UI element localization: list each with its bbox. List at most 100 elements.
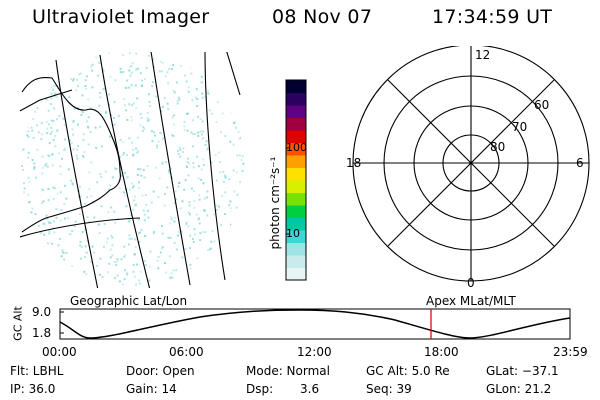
uv-dot (172, 64, 174, 67)
uv-dot (187, 112, 190, 115)
uv-dot (201, 81, 204, 84)
uv-dot (67, 168, 70, 171)
uv-dot (50, 103, 52, 106)
uv-dot (140, 116, 143, 119)
uv-dot (61, 50, 64, 53)
uv-dot (135, 68, 138, 71)
uv-dot (77, 73, 80, 76)
uv-dot (44, 53, 47, 56)
uv-dot (39, 55, 42, 57)
uv-dot (203, 197, 206, 200)
uv-dot (91, 86, 94, 89)
uv-dot (54, 51, 57, 54)
uv-dot (40, 122, 43, 124)
uv-dot (152, 232, 155, 235)
uv-dot (174, 190, 177, 193)
uv-dot (84, 85, 87, 88)
uv-dot (59, 165, 62, 168)
uv-dot (53, 187, 56, 190)
uv-dot (110, 113, 113, 116)
uv-dot (189, 247, 191, 250)
uv-dot (55, 254, 58, 257)
uv-dot (132, 263, 135, 266)
uv-dot (22, 199, 25, 202)
uv-dot (207, 92, 210, 95)
uv-dot (114, 261, 117, 263)
uv-dot (173, 114, 175, 117)
uv-dot (207, 89, 209, 92)
colorbar-band (286, 192, 306, 206)
uv-dot (194, 279, 197, 282)
uv-dot (125, 205, 128, 208)
uv-dot (115, 167, 118, 170)
uv-dot (26, 126, 29, 129)
uv-dot (178, 146, 181, 149)
uv-dot (71, 182, 74, 185)
uv-dot (54, 92, 57, 94)
uv-dot (71, 128, 74, 131)
uv-dot (161, 162, 164, 165)
uv-dot (146, 165, 149, 167)
uv-dot (204, 144, 207, 147)
uv-dot (206, 147, 209, 150)
uv-dot (241, 155, 244, 158)
uv-dot (50, 126, 53, 129)
uv-dot (91, 69, 94, 72)
uv-dot (132, 208, 135, 211)
uv-dot (84, 202, 87, 205)
uv-dot (233, 107, 236, 110)
uv-dot (90, 65, 92, 68)
uv-dot (138, 181, 140, 184)
uv-dot (147, 216, 150, 219)
uv-dot (87, 143, 90, 146)
uv-dot (193, 228, 196, 231)
uv-dot (33, 277, 36, 280)
uv-dot (136, 151, 139, 154)
uv-dot (27, 176, 30, 179)
uv-dot (88, 188, 91, 191)
uv-dot (146, 117, 149, 120)
uv-dot (195, 60, 198, 63)
uv-dot (79, 244, 82, 247)
uv-dot (161, 61, 164, 64)
uv-dot (73, 108, 76, 111)
uv-dot (81, 50, 84, 53)
uv-dot (128, 237, 131, 240)
uv-dot (56, 53, 59, 56)
uv-dot (232, 239, 235, 242)
uv-dot (50, 86, 53, 89)
uv-dot (25, 111, 28, 114)
uv-dot (197, 165, 200, 168)
uv-dot (235, 126, 237, 129)
uv-dot (170, 216, 173, 219)
uv-dot (172, 269, 175, 272)
uv-dot (78, 213, 81, 215)
uv-dot (201, 120, 204, 123)
uv-dot (190, 131, 193, 134)
uv-dot (237, 268, 240, 271)
uv-dot (61, 273, 64, 276)
uv-dot (56, 276, 59, 279)
uv-dot (22, 134, 25, 137)
uv-dot (72, 121, 75, 124)
uv-dot (71, 142, 73, 145)
uv-dot (46, 165, 49, 168)
uv-dot (114, 79, 117, 82)
uv-dot (130, 182, 133, 185)
colorbar-band (286, 105, 306, 118)
uv-dot (226, 82, 229, 84)
uv-dot (215, 258, 218, 261)
uv-dot (39, 66, 42, 69)
uv-dot (77, 144, 80, 147)
uv-dot (60, 66, 63, 69)
uv-dot (135, 106, 138, 109)
coastline (21, 76, 121, 233)
uv-dot (217, 151, 220, 154)
uv-dot (43, 267, 46, 270)
uv-dot (51, 153, 54, 156)
uv-dot (224, 239, 226, 241)
uv-dot (183, 125, 186, 128)
uv-dot (72, 54, 75, 57)
uv-dot (239, 181, 242, 184)
uv-dot (166, 186, 169, 189)
